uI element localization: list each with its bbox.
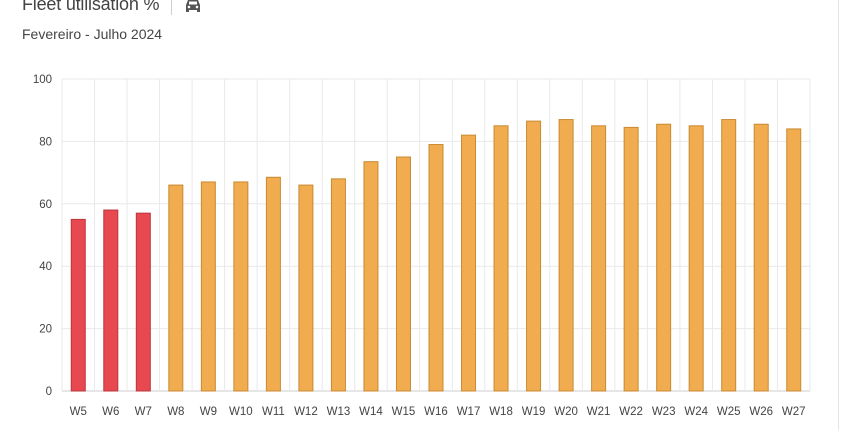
x-tick-label: W12: [294, 406, 318, 418]
car-icon[interactable]: [184, 0, 202, 13]
bar-w9: [200, 181, 216, 392]
bar-w7: [135, 212, 151, 392]
x-tick-label: W9: [200, 406, 217, 418]
y-tick-label: 0: [46, 386, 52, 398]
bar-w18: [493, 125, 509, 392]
x-tick-label: W6: [102, 406, 119, 418]
x-tick-label: W21: [587, 406, 611, 418]
y-tick-label: 20: [39, 324, 52, 336]
x-tick-label: W8: [167, 406, 184, 418]
bar-w21: [591, 125, 607, 392]
bar-w11: [265, 176, 281, 392]
x-tick-label: W17: [457, 406, 481, 418]
bar-w17: [461, 134, 477, 392]
bar-w5: [70, 218, 86, 392]
x-tick-label: W27: [782, 406, 806, 418]
y-tick-label: 80: [39, 136, 52, 148]
bar-w15: [395, 156, 411, 392]
x-tick-label: W18: [489, 406, 513, 418]
y-axis-ticks: 0 20 40 60 80 100: [33, 74, 52, 398]
bar-w14: [363, 161, 379, 392]
x-axis-ticks: W5 W6 W7 W8 W9 W10 W11 W12 W13 W14 W15 W16 W17 W18 W19…: [70, 406, 806, 418]
chart-title: Fleet utilisation %: [22, 0, 160, 14]
x-tick-label: W20: [554, 406, 578, 418]
x-tick-label: W22: [619, 406, 643, 418]
x-tick-label: W16: [424, 406, 448, 418]
x-tick-label: W10: [229, 406, 253, 418]
y-tick-label: 40: [39, 261, 52, 273]
bar-w19: [526, 120, 542, 392]
bar-w8: [168, 184, 184, 392]
x-tick-label: W11: [262, 406, 285, 418]
y-tick-label: 60: [39, 199, 52, 211]
bar-w25: [721, 119, 737, 392]
bar-w24: [688, 125, 704, 392]
x-tick-label: W26: [749, 406, 773, 418]
bar-w27: [786, 128, 802, 392]
chart-header: Fleet utilisation %: [22, 0, 202, 15]
x-tick-label: W25: [717, 406, 741, 418]
bar-w12: [298, 184, 314, 392]
x-tick-label: W15: [392, 406, 416, 418]
x-tick-label: W13: [327, 406, 351, 418]
chart-subtitle: Fevereiro - Julho 2024: [22, 26, 163, 42]
x-tick-label: W7: [135, 406, 152, 418]
x-tick-label: W14: [359, 406, 383, 418]
bars: [70, 119, 802, 392]
x-tick-label: W5: [70, 406, 87, 418]
bar-w26: [753, 123, 769, 392]
bar-w23: [656, 123, 672, 392]
panel-border: [838, 0, 839, 430]
bar-w10: [233, 181, 249, 392]
x-tick-label: W24: [684, 406, 708, 418]
bar-w6: [103, 209, 119, 392]
bar-w13: [330, 178, 346, 392]
y-tick-label: 100: [33, 74, 52, 86]
x-tick-label: W19: [522, 406, 546, 418]
title-divider: [171, 0, 173, 15]
x-tick-label: W23: [652, 406, 676, 418]
bar-w16: [428, 144, 444, 392]
bar-w22: [623, 126, 639, 392]
bar-w20: [558, 119, 574, 392]
